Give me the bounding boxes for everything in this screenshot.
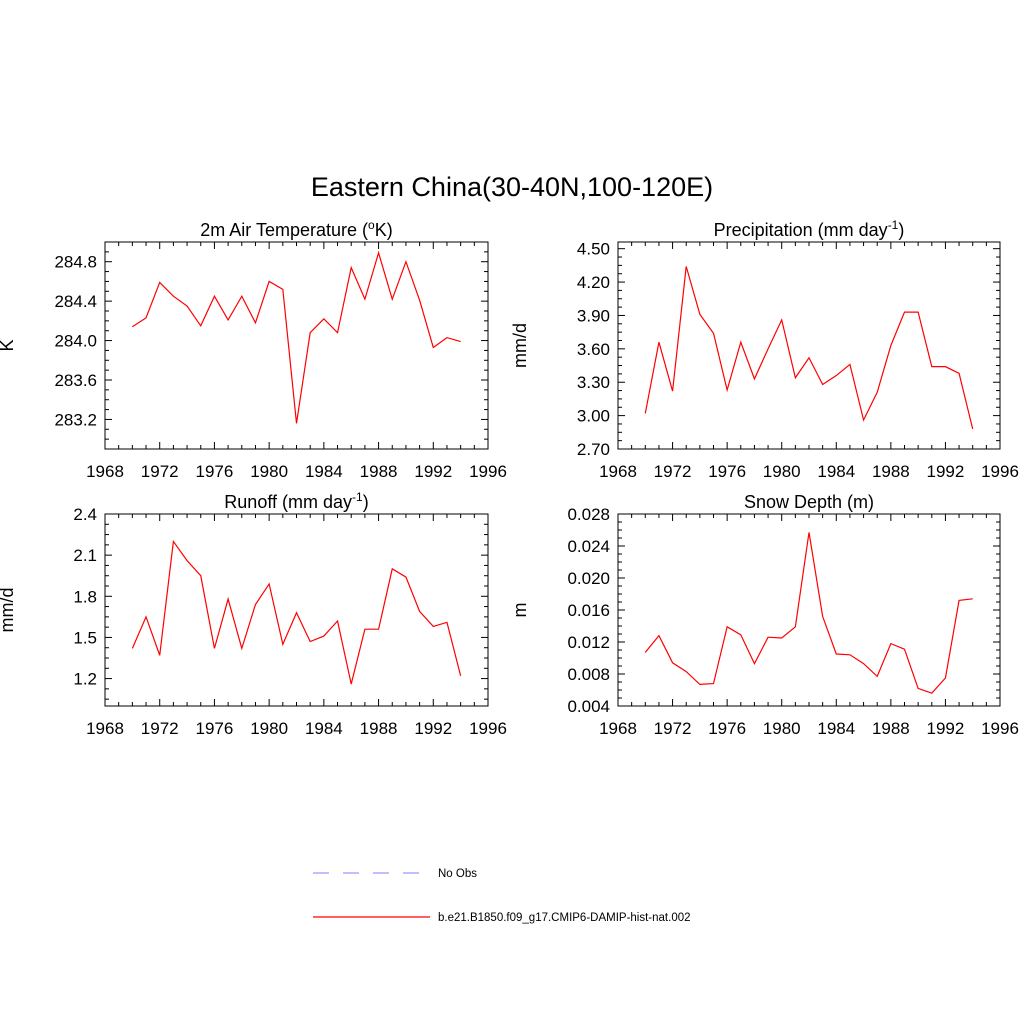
y-tick-label: 0.020 xyxy=(567,569,610,588)
panel-title: Snow Depth (m) xyxy=(744,492,874,512)
y-tick-label: 0.016 xyxy=(567,601,610,620)
y-tick-label: 0.012 xyxy=(567,633,610,652)
y-tick-label: 0.004 xyxy=(567,697,610,716)
y-tick-label: 4.20 xyxy=(577,273,610,292)
x-tick-label: 1968 xyxy=(599,719,637,738)
panel-title-tail: ) xyxy=(363,492,369,512)
y-tick-label: 0.008 xyxy=(567,665,610,684)
series-line-1 xyxy=(644,266,974,430)
x-tick-label: 1984 xyxy=(817,462,855,481)
panel-title-superscript: -1 xyxy=(888,218,899,232)
x-tick-label: 1980 xyxy=(250,462,288,481)
x-tick-label: 1984 xyxy=(305,719,343,738)
y-tick-label: 3.00 xyxy=(577,407,610,426)
series-line-1 xyxy=(131,539,462,685)
panel-4: 1968 1972 1976 1980 1984 1988 1992 1996 0.004 0.0… xyxy=(510,492,1019,738)
panel-title: 2m Air Temperature (oK) xyxy=(200,218,392,240)
y-tick-label: 284.4 xyxy=(54,292,97,311)
y-axis-label: K xyxy=(0,339,17,351)
series-line-1 xyxy=(644,532,973,694)
figure-title: Eastern China(30-40N,100-120E) xyxy=(311,172,713,202)
x-tick-label: 1996 xyxy=(469,719,507,738)
y-tick-label: 2.1 xyxy=(73,546,97,565)
plot-frame xyxy=(104,513,489,707)
y-tick-label: 284.8 xyxy=(54,253,97,272)
y-tick-label: 1.2 xyxy=(73,670,97,689)
y-axis-label: m xyxy=(510,603,530,618)
x-tick-label: 1980 xyxy=(763,462,801,481)
panel-2: 1968 1972 1976 1980 1984 1988 1992 1996 2.70 3.00… xyxy=(510,218,1019,481)
y-tick-label: 3.60 xyxy=(577,340,610,359)
y-tick-label: 3.90 xyxy=(577,306,610,325)
y-tick-label: 283.2 xyxy=(54,410,97,429)
x-tick-label: 1976 xyxy=(196,462,234,481)
x-tick-label: 1968 xyxy=(86,462,124,481)
y-tick-label: 284.0 xyxy=(54,332,97,351)
y-tick-label: 3.30 xyxy=(577,373,610,392)
panel-1: 1968 1972 1976 1980 1984 1988 1992 1996 283.2 283… xyxy=(0,218,507,481)
x-tick-label: 1996 xyxy=(469,462,507,481)
y-tick-label: 4.50 xyxy=(577,240,610,259)
series-line-1 xyxy=(132,250,461,424)
legend-label-2: b.e21.B1850.f09_g17.CMIP6-DAMIP-hist-nat… xyxy=(438,912,691,924)
panels: 1968 1972 1976 1980 1984 1988 1992 1996 283.2 283… xyxy=(0,218,1019,738)
y-tick-label: 0.024 xyxy=(567,537,610,556)
x-tick-label: 1980 xyxy=(250,719,288,738)
x-tick-label: 1968 xyxy=(86,719,124,738)
panel-title-tail: K) xyxy=(375,220,393,240)
x-tick-label: 1988 xyxy=(872,462,910,481)
x-tick-label: 1992 xyxy=(414,719,452,738)
panel-title-main: 2m Air Temperature ( xyxy=(200,220,368,240)
y-axis-label: mm/d xyxy=(0,588,17,633)
x-tick-label: 1972 xyxy=(141,719,179,738)
x-tick-label: 1980 xyxy=(763,719,801,738)
x-tick-label: 1996 xyxy=(981,462,1019,481)
legend: No Obs b.e21.B1850.f09_g17.CMIP6-DAMIP-hi… xyxy=(313,868,691,924)
panel-title-main: Precipitation (mm day xyxy=(714,220,888,240)
x-tick-label: 1972 xyxy=(654,719,692,738)
x-tick-label: 1976 xyxy=(196,719,234,738)
panel-title-main: Snow Depth (m) xyxy=(744,492,874,512)
x-tick-label: 1972 xyxy=(654,462,692,481)
x-tick-label: 1972 xyxy=(141,462,179,481)
y-tick-label: 2.4 xyxy=(73,505,97,524)
x-tick-label: 1992 xyxy=(927,462,965,481)
panel-title: Precipitation (mm day-1) xyxy=(714,218,905,240)
y-axis-label: mm/d xyxy=(510,323,530,368)
y-tick-label: 283.6 xyxy=(54,371,97,390)
panel-title: Runoff (mm day-1) xyxy=(224,490,368,512)
x-tick-label: 1984 xyxy=(817,719,855,738)
panel-title-superscript: o xyxy=(368,218,375,232)
panel-title-superscript: -1 xyxy=(352,490,363,504)
y-tick-label: 1.8 xyxy=(73,587,97,606)
x-tick-label: 1968 xyxy=(599,462,637,481)
plot-frame xyxy=(617,513,1001,707)
x-tick-label: 1976 xyxy=(708,462,746,481)
legend-label-1: No Obs xyxy=(438,868,477,880)
x-tick-label: 1992 xyxy=(927,719,965,738)
x-tick-label: 1984 xyxy=(305,462,343,481)
y-tick-label: 1.5 xyxy=(73,628,97,647)
x-tick-label: 1988 xyxy=(872,719,910,738)
x-tick-label: 1988 xyxy=(360,462,398,481)
y-tick-label: 0.028 xyxy=(567,505,610,524)
x-tick-label: 1976 xyxy=(708,719,746,738)
panel-title-tail: ) xyxy=(898,220,904,240)
x-tick-label: 1992 xyxy=(414,462,452,481)
plot-frame xyxy=(617,241,1001,450)
x-tick-label: 1996 xyxy=(981,719,1019,738)
panel-title-main: Runoff (mm day xyxy=(224,492,352,512)
y-tick-label: 2.70 xyxy=(577,440,610,459)
x-tick-label: 1988 xyxy=(360,719,398,738)
panel-3: 1968 1972 1976 1980 1984 1988 1992 1996 1.2 1.5 1.… xyxy=(0,490,507,738)
